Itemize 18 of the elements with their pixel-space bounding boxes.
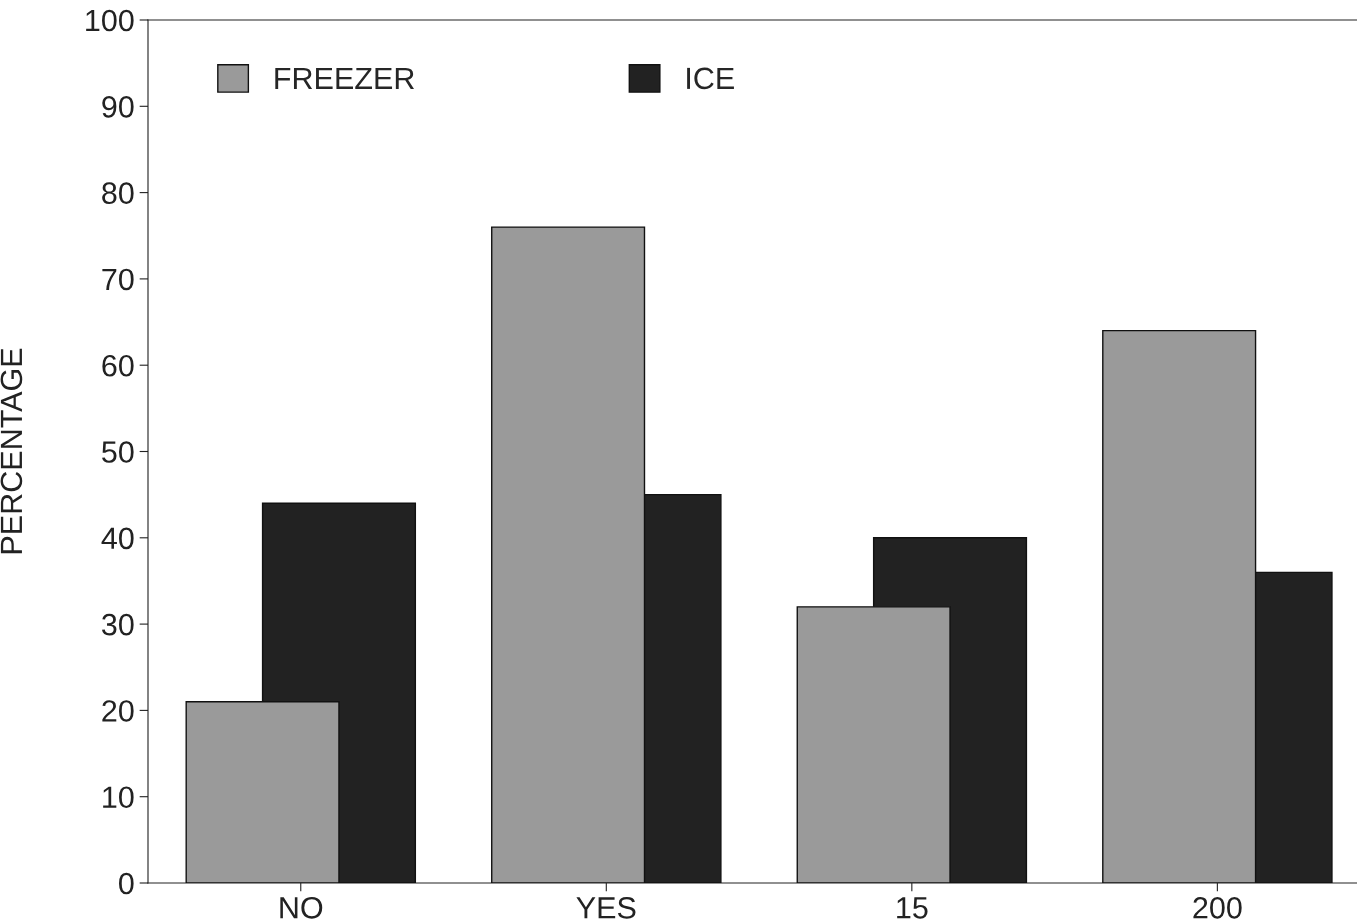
y-tick-label: 30 <box>101 613 134 636</box>
x-tick-label: 200 <box>1193 897 1242 919</box>
legend-label: ICE <box>687 67 734 90</box>
y-tick-label: 20 <box>102 700 134 722</box>
y-tick-label: 90 <box>102 96 134 118</box>
y-tick-label: 60 <box>102 354 134 377</box>
x-tick-label: NO <box>280 897 323 919</box>
x-tick-label: 15 <box>897 897 928 919</box>
y-tick-label: 70 <box>102 268 134 291</box>
y-axis-title: PERCENTAGE <box>0 348 23 554</box>
y-tick-label: 100 <box>86 9 134 32</box>
y-tick-label: 40 <box>101 527 134 550</box>
x-tick-label: YES <box>576 897 636 919</box>
y-tick-label: 10 <box>103 786 134 809</box>
y-tick-label: 0 <box>119 872 134 895</box>
y-tick-label: 50 <box>102 441 134 463</box>
legend-label: FREEZER <box>275 67 414 89</box>
y-tick-label: 80 <box>102 182 134 204</box>
